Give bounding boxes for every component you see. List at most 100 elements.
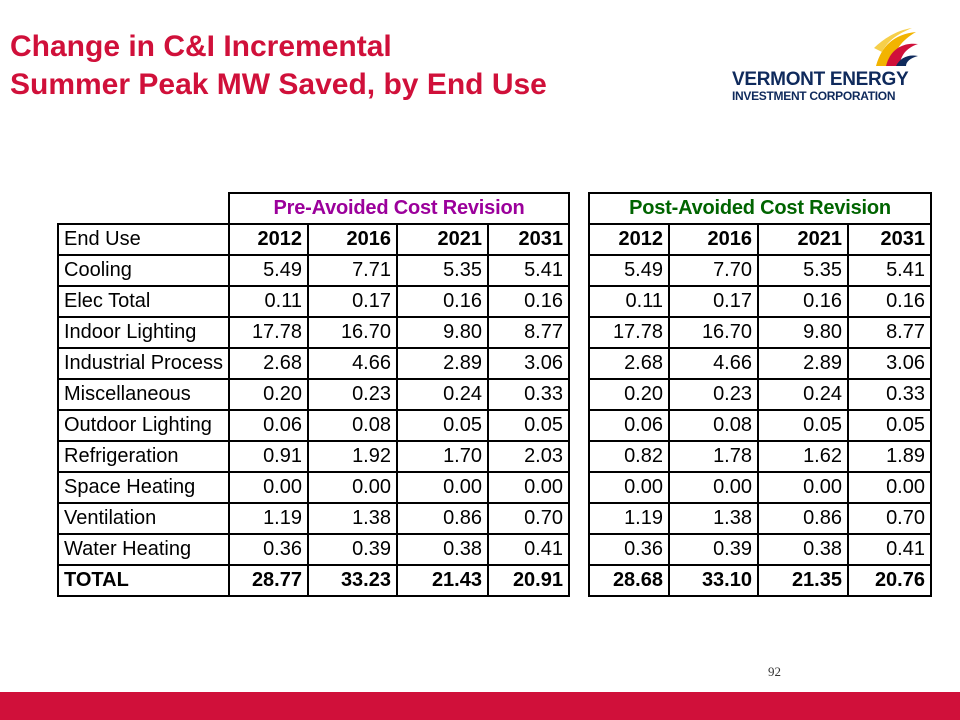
end-use-label: Refrigeration [57, 440, 230, 473]
column-header: 2012 [228, 223, 309, 256]
table-row: 0.11 0.17 0.16 0.16 [588, 285, 932, 318]
column-header: End Use [57, 223, 230, 256]
table-row: 2.68 4.66 2.89 3.06 [588, 347, 932, 380]
footer-bar [0, 692, 960, 720]
table-cell: 1.19 [588, 502, 670, 535]
table-cell: 0.16 [757, 285, 849, 318]
column-header: 2031 [847, 223, 932, 256]
table-cell: 1.92 [307, 440, 398, 473]
post-avoided-table: Post-Avoided Cost Revision 2012 2016 202… [588, 192, 932, 597]
logo-wordmark: VERMONT ENERGY INVESTMENT CORPORATION [732, 70, 922, 103]
table-cell: 0.17 [668, 285, 759, 318]
table-cell: 0.36 [588, 533, 670, 566]
table-row: Refrigeration 0.91 1.92 1.70 2.03 [57, 440, 570, 473]
table-row: 0.00 0.00 0.00 0.00 [588, 471, 932, 504]
table-row: 0.36 0.39 0.38 0.41 [588, 533, 932, 566]
slide-title: Change in C&I Incremental Summer Peak MW… [10, 28, 547, 104]
total-value: 20.76 [847, 564, 932, 597]
table-cell: 0.33 [847, 378, 932, 411]
end-use-label: Miscellaneous [57, 378, 230, 411]
table-cell: 8.77 [487, 316, 570, 349]
column-header: 2031 [487, 223, 570, 256]
table-cell: 1.38 [668, 502, 759, 535]
table-cell: 0.00 [396, 471, 489, 504]
table-cell: 0.41 [487, 533, 570, 566]
table-cell: 2.68 [588, 347, 670, 380]
table-row: Cooling 5.49 7.71 5.35 5.41 [57, 254, 570, 287]
table-row: Miscellaneous 0.20 0.23 0.24 0.33 [57, 378, 570, 411]
table-cell: 0.05 [396, 409, 489, 442]
table-cell: 2.03 [487, 440, 570, 473]
logo-line-2: INVESTMENT CORPORATION [732, 89, 896, 103]
table-row: Elec Total 0.11 0.17 0.16 0.16 [57, 285, 570, 318]
table-cell: 0.86 [757, 502, 849, 535]
column-header: 2016 [307, 223, 398, 256]
table-cell: 5.41 [847, 254, 932, 287]
pre-avoided-table: Pre-Avoided Cost Revision End Use 2012 2… [57, 192, 570, 597]
table-cell: 0.70 [847, 502, 932, 535]
end-use-label: Elec Total [57, 285, 230, 318]
table-cell: 0.16 [487, 285, 570, 318]
table-cell: 1.62 [757, 440, 849, 473]
total-value: 21.35 [757, 564, 849, 597]
table-cell: 7.70 [668, 254, 759, 287]
table-cell: 16.70 [307, 316, 398, 349]
table-cell: 0.82 [588, 440, 670, 473]
end-use-label: Industrial Process [57, 347, 230, 380]
total-row: TOTAL 28.77 33.23 21.43 20.91 [57, 564, 570, 597]
table-row: Space Heating 0.00 0.00 0.00 0.00 [57, 471, 570, 504]
total-value: 33.10 [668, 564, 759, 597]
table-cell: 0.17 [307, 285, 398, 318]
post-avoided-header: Post-Avoided Cost Revision [588, 192, 932, 225]
table-cell: 0.33 [487, 378, 570, 411]
column-header: 2012 [588, 223, 670, 256]
page-number: 92 [768, 664, 781, 679]
table-cell: 16.70 [668, 316, 759, 349]
table-cell: 3.06 [487, 347, 570, 380]
table-cell: 0.08 [307, 409, 398, 442]
table-row: 5.49 7.70 5.35 5.41 [588, 254, 932, 287]
table-row: Indoor Lighting 17.78 16.70 9.80 8.77 [57, 316, 570, 349]
end-use-label: Indoor Lighting [57, 316, 230, 349]
total-value: 33.23 [307, 564, 398, 597]
table-row: Ventilation 1.19 1.38 0.86 0.70 [57, 502, 570, 535]
table-cell: 0.06 [228, 409, 309, 442]
table-cell: 0.00 [487, 471, 570, 504]
table-cell: 8.77 [847, 316, 932, 349]
table-cell: 1.89 [847, 440, 932, 473]
column-header: 2021 [396, 223, 489, 256]
table-cell: 1.70 [396, 440, 489, 473]
table-cell: 0.41 [847, 533, 932, 566]
table-cell: 1.19 [228, 502, 309, 535]
table-row: 1.19 1.38 0.86 0.70 [588, 502, 932, 535]
column-header: 2021 [757, 223, 849, 256]
table-header-row: Pre-Avoided Cost Revision [58, 192, 570, 225]
table-cell: 0.06 [588, 409, 670, 442]
column-header-row: 2012 2016 2021 2031 [588, 223, 932, 256]
end-use-label: Space Heating [57, 471, 230, 504]
table-cell: 0.16 [847, 285, 932, 318]
veic-logo: VERMONT ENERGY INVESTMENT CORPORATION [728, 26, 924, 106]
table-cell: 0.16 [396, 285, 489, 318]
table-cell: 1.78 [668, 440, 759, 473]
table-row: 17.78 16.70 9.80 8.77 [588, 316, 932, 349]
table-cell: 0.11 [228, 285, 309, 318]
table-header-row: Post-Avoided Cost Revision [588, 192, 932, 225]
end-use-label: Cooling [57, 254, 230, 287]
table-cell: 2.89 [396, 347, 489, 380]
table-cell: 0.05 [757, 409, 849, 442]
table-cell: 0.91 [228, 440, 309, 473]
table-cell: 5.35 [396, 254, 489, 287]
table-cell: 0.00 [668, 471, 759, 504]
total-label: TOTAL [57, 564, 230, 597]
total-value: 21.43 [396, 564, 489, 597]
table-cell: 5.49 [228, 254, 309, 287]
table-cell: 0.05 [847, 409, 932, 442]
end-use-label: Water Heating [57, 533, 230, 566]
table-cell: 0.11 [588, 285, 670, 318]
total-value: 28.68 [588, 564, 670, 597]
table-cell: 1.38 [307, 502, 398, 535]
table-row: Outdoor Lighting 0.06 0.08 0.05 0.05 [57, 409, 570, 442]
table-cell: 0.23 [668, 378, 759, 411]
table-row: Water Heating 0.36 0.39 0.38 0.41 [57, 533, 570, 566]
